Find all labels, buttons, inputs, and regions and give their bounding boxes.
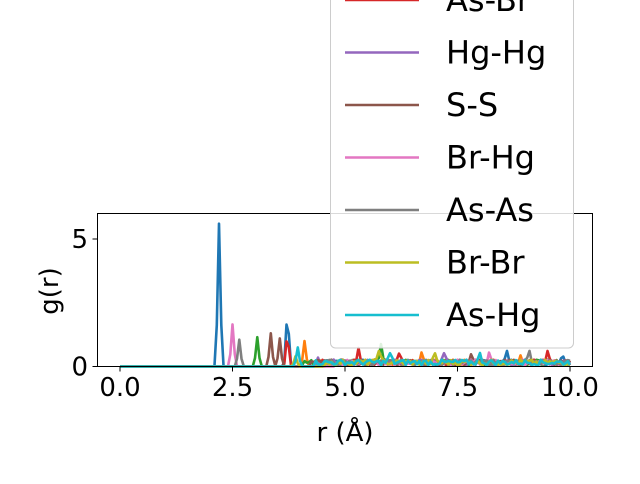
x-tick-label: 10.0 [541,373,599,403]
legend-label: As-As [446,191,534,229]
legend-label: As-Br [446,0,531,19]
y-axis-label: g(r) [35,267,65,314]
x-tick-label: 5.0 [324,373,365,403]
legend-label: As-Hg [446,296,540,334]
legend-label: Br-Br [446,244,525,282]
legend-label: Br-Hg [446,139,535,177]
y-axis: 05 [71,225,98,383]
y-tick-label: 0 [71,353,88,383]
x-tick-label: 7.5 [437,373,478,403]
x-tick-label: 2.5 [212,373,253,403]
x-axis: 0.0 2.5 5.0 7.5 10.0 [99,366,599,403]
legend-label: S-S [446,86,498,124]
legend: As-Br Hg-Hg S-S Br-Hg As-As Br-Br As-Hg [330,0,574,349]
x-axis-label: r (Å) [316,416,373,448]
x-tick-label: 0.0 [99,373,140,403]
legend-box [330,0,574,349]
legend-label: Hg-Hg [446,34,546,72]
y-tick-label: 5 [71,225,88,255]
